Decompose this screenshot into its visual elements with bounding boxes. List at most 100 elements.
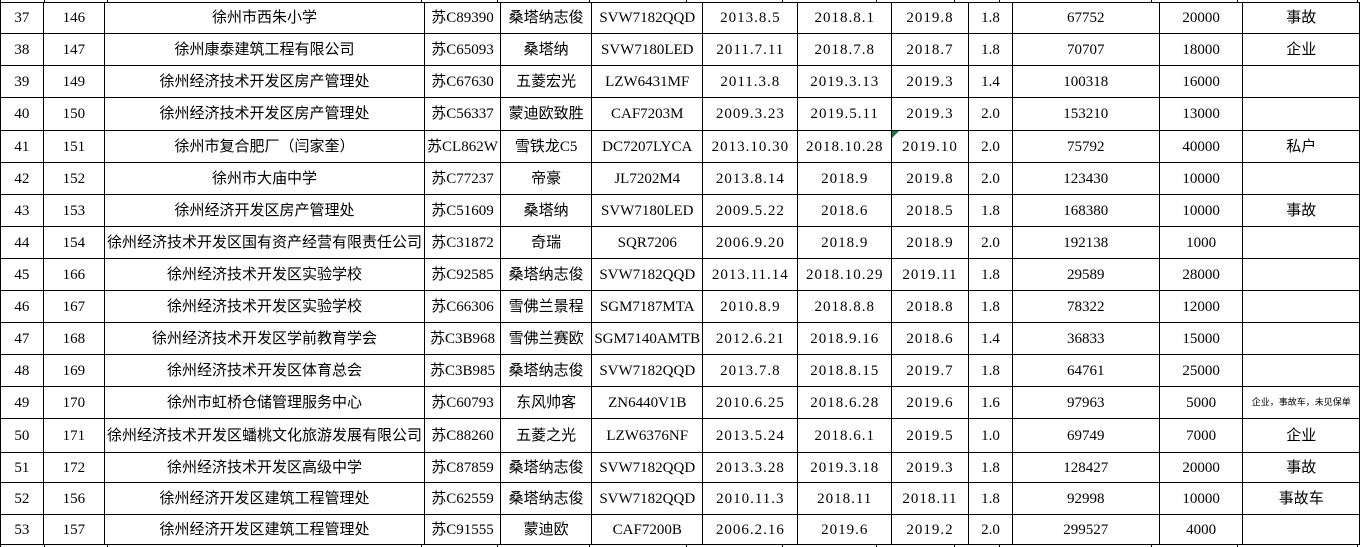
cell-date1[interactable]: 2010.11.3 — [702, 482, 799, 515]
cell-plate[interactable]: 苏C65093 — [423, 33, 501, 66]
cell-displacement[interactable]: 1.8 — [968, 482, 1013, 515]
cell-remark[interactable] — [1242, 97, 1360, 131]
cell-brand[interactable]: 蒙迪欧致胜 — [499, 97, 593, 131]
cell-mileage[interactable]: 97963 — [1011, 386, 1160, 419]
cell-price[interactable]: 1000 — [1158, 226, 1244, 259]
cell-row-no[interactable]: 43 — [0, 194, 44, 227]
cell-seq[interactable]: 172 — [42, 452, 105, 483]
cell-displacement[interactable]: 1.8 — [968, 290, 1013, 323]
cell-plate[interactable]: 苏C67630 — [423, 65, 501, 98]
cell-date1[interactable]: 2006.2.16 — [702, 514, 799, 545]
cell-mileage[interactable]: 36833 — [1011, 322, 1160, 355]
cell-displacement[interactable]: 1.8 — [968, 452, 1013, 483]
cell-plate[interactable]: 苏C56337 — [423, 97, 501, 131]
cell-price[interactable]: 16000 — [1158, 65, 1244, 98]
cell-plate[interactable]: 苏C51609 — [423, 194, 501, 227]
cell-row-no[interactable]: 40 — [0, 97, 44, 131]
cell-date3[interactable]: 2019.3 — [890, 65, 970, 98]
cell-seq[interactable]: 168 — [42, 322, 105, 355]
cell-row-no[interactable]: 41 — [0, 130, 44, 163]
cell-plate[interactable]: 苏C66306 — [423, 290, 501, 323]
cell-mileage[interactable]: 69749 — [1011, 418, 1160, 453]
cell-price[interactable]: 10000 — [1158, 162, 1244, 195]
cell-org[interactable]: 徐州经济技术开发区房产管理处 — [103, 97, 425, 131]
cell-price[interactable]: 20000 — [1158, 452, 1244, 483]
cell-brand[interactable]: 奇瑞 — [499, 226, 593, 259]
cell-org[interactable]: 徐州康泰建筑工程有限公司 — [103, 33, 425, 66]
cell-date1[interactable]: 2013.3.28 — [702, 452, 799, 483]
cell-date3[interactable]: 2019.2 — [890, 514, 970, 545]
cell-date2[interactable]: 2018.11 — [797, 482, 892, 515]
cell-date2[interactable]: 2019.3.13 — [797, 65, 892, 98]
cell-price[interactable]: 15000 — [1158, 322, 1244, 355]
cell-date2[interactable]: 2018.8.15 — [797, 354, 892, 387]
cell-plate[interactable]: 苏C60793 — [423, 386, 501, 419]
cell-seq[interactable]: 167 — [42, 290, 105, 323]
cell-seq[interactable]: 171 — [42, 418, 105, 453]
cell-price[interactable]: 20000 — [1158, 2, 1244, 34]
cell-date3[interactable]: 2019.8 — [890, 162, 970, 195]
cell-date3[interactable]: 2019.5 — [890, 418, 970, 453]
cell-mileage[interactable]: 29589 — [1011, 258, 1160, 291]
cell-price[interactable]: 25000 — [1158, 354, 1244, 387]
cell-plate[interactable]: 苏CL862W — [423, 130, 501, 163]
cell-org[interactable]: 徐州市复合肥厂（闫家奎） — [103, 130, 425, 163]
cell-plate[interactable]: 苏C31872 — [423, 226, 501, 259]
cell-date1[interactable]: 2013.10.30 — [702, 130, 799, 163]
cell-remark[interactable] — [1242, 65, 1360, 98]
cell-row-no[interactable]: 52 — [0, 482, 44, 515]
cell-date3[interactable]: 2018.7 — [890, 33, 970, 66]
cell-remark[interactable]: 事故 — [1242, 2, 1360, 34]
cell-price[interactable]: 10000 — [1158, 482, 1244, 515]
cell-date3[interactable]: 2019.10 — [890, 130, 970, 163]
cell-displacement[interactable]: 1.8 — [968, 33, 1013, 66]
cell-remark[interactable] — [1242, 322, 1360, 355]
cell-mileage[interactable]: 92998 — [1011, 482, 1160, 515]
cell-plate[interactable]: 苏C62559 — [423, 482, 501, 515]
cell-seq[interactable]: 147 — [42, 33, 105, 66]
cell-seq[interactable]: 166 — [42, 258, 105, 291]
cell-seq[interactable]: 150 — [42, 97, 105, 131]
cell-seq[interactable]: 154 — [42, 226, 105, 259]
cell-row-no[interactable]: 39 — [0, 65, 44, 98]
cell-displacement[interactable]: 2.0 — [968, 162, 1013, 195]
cell-date1[interactable]: 2013.11.14 — [702, 258, 799, 291]
cell-model[interactable]: SVW7180LED — [591, 33, 704, 66]
cell-mileage[interactable]: 70707 — [1011, 33, 1160, 66]
cell-seq[interactable]: 152 — [42, 162, 105, 195]
cell-brand[interactable]: 桑塔纳志俊 — [499, 258, 593, 291]
cell-org[interactable]: 徐州经济技术开发区房产管理处 — [103, 65, 425, 98]
cell-displacement[interactable]: 1.0 — [968, 418, 1013, 453]
cell-date3[interactable]: 2019.11 — [890, 258, 970, 291]
cell-seq[interactable]: 151 — [42, 130, 105, 163]
cell-mileage[interactable]: 299527 — [1011, 514, 1160, 545]
cell-price[interactable]: 10000 — [1158, 194, 1244, 227]
cell-org[interactable]: 徐州市西朱小学 — [103, 2, 425, 34]
cell-brand[interactable]: 五菱宏光 — [499, 65, 593, 98]
cell-date3[interactable]: 2018.9 — [890, 226, 970, 259]
cell-date2[interactable]: 2019.6 — [797, 514, 892, 545]
cell-org[interactable]: 徐州经济技术开发区体育总会 — [103, 354, 425, 387]
cell-row-no[interactable]: 44 — [0, 226, 44, 259]
cell-mileage[interactable]: 100318 — [1011, 65, 1160, 98]
cell-price[interactable]: 13000 — [1158, 97, 1244, 131]
cell-date2[interactable]: 2018.10.28 — [797, 130, 892, 163]
cell-brand[interactable]: 雪佛兰赛欧 — [499, 322, 593, 355]
cell-row-no[interactable]: 38 — [0, 33, 44, 66]
cell-remark[interactable] — [1242, 354, 1360, 387]
cell-mileage[interactable]: 128427 — [1011, 452, 1160, 483]
cell-model[interactable]: SGM7140AMTB — [591, 322, 704, 355]
cell-remark[interactable] — [1242, 290, 1360, 323]
cell-row-no[interactable]: 53 — [0, 514, 44, 545]
cell-model[interactable]: SVW7180LED — [591, 194, 704, 227]
cell-date1[interactable]: 2013.8.14 — [702, 162, 799, 195]
cell-row-no[interactable]: 37 — [0, 2, 44, 34]
cell-remark[interactable]: 事故 — [1242, 452, 1360, 483]
cell-model[interactable]: SVW7182QQD — [591, 2, 704, 34]
cell-plate[interactable]: 苏C89390 — [423, 2, 501, 34]
cell-row-no[interactable]: 45 — [0, 258, 44, 291]
cell-price[interactable]: 7000 — [1158, 418, 1244, 453]
cell-plate[interactable]: 苏C77237 — [423, 162, 501, 195]
cell-date2[interactable]: 2018.6 — [797, 194, 892, 227]
cell-plate[interactable]: 苏C88260 — [423, 418, 501, 453]
